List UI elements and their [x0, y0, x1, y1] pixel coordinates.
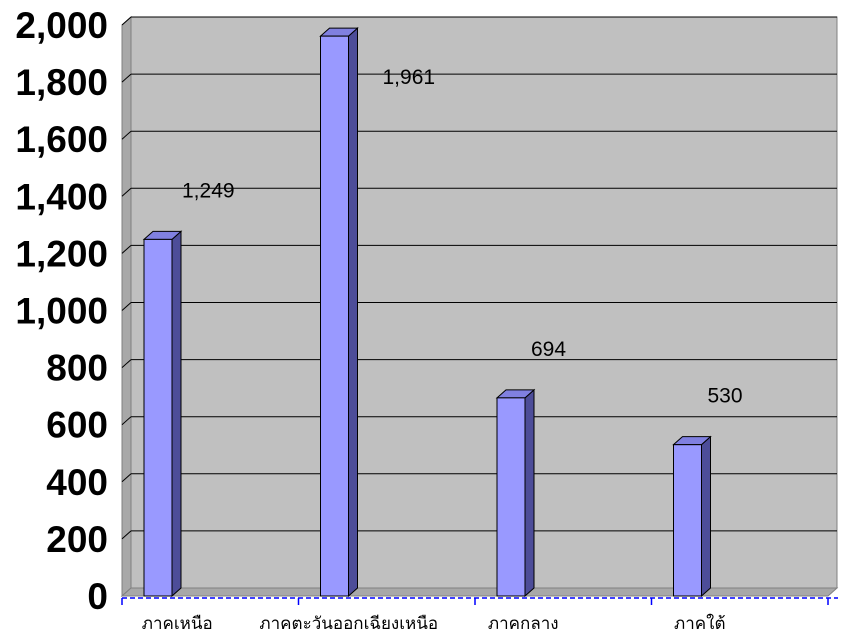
bar-side: [524, 388, 535, 598]
y-tick-label: 200: [46, 519, 108, 560]
bars: [142, 27, 712, 598]
y-tick-label: 2,000: [15, 5, 108, 46]
gridline-side: [121, 187, 132, 197]
bar-front: [320, 35, 349, 597]
bar: [672, 435, 712, 598]
gridline-side: [121, 416, 132, 426]
gridline-side: [121, 302, 132, 311]
bar-side: [701, 435, 711, 598]
bar-front: [496, 397, 526, 597]
gridline-side: [121, 245, 132, 254]
gridline-side: [121, 530, 132, 540]
gridline-side: [121, 16, 132, 26]
bar: [142, 230, 183, 598]
x-tick-label: ภาคใต้: [674, 613, 725, 634]
data-label: 1,249: [182, 179, 235, 202]
y-axis: 0 200 400 600 800 1,000 1,200 1,400 1,600 1,800 2,…: [15, 5, 108, 617]
y-tick-label: 800: [46, 348, 108, 389]
data-label: 530: [708, 385, 743, 408]
x-tick-label: ภาคตะวันออกเฉียงเหนือ: [259, 614, 438, 634]
data-label: 694: [531, 338, 566, 361]
y-tick-label: 400: [46, 462, 108, 503]
y-tick-label: 1,200: [15, 233, 108, 274]
x-axis: ภาคเหนือ ภาคตะวันออกเฉียงเหนือ ภาคกลาง ภาคใ…: [121, 597, 838, 634]
bar: [495, 388, 536, 598]
plot-floor: [120, 587, 839, 597]
bar-front: [673, 444, 702, 597]
bar-front: [143, 238, 173, 597]
x-tick-label: ภาคกลาง: [488, 614, 559, 634]
y-tick-label: 1,600: [15, 119, 108, 160]
x-tick-label: ภาคเหนือ: [142, 614, 213, 634]
data-labels: 1,249 1,961 694 530: [182, 66, 743, 408]
gridline-side: [121, 359, 132, 368]
y-tick-label: 0: [87, 576, 108, 617]
gridline-side: [121, 130, 132, 140]
gridlines: [121, 16, 837, 540]
y-tick-label: 1,000: [15, 291, 108, 332]
data-label: 1,961: [383, 66, 436, 89]
bar-side: [171, 230, 182, 598]
bar-side: [348, 27, 358, 598]
y-tick-label: 600: [46, 405, 108, 446]
bar: [319, 27, 359, 598]
gridline-side: [121, 73, 132, 83]
gridline-side: [121, 473, 132, 483]
y-tick-label: 1,800: [15, 62, 108, 103]
y-tick-label: 1,400: [15, 176, 108, 217]
